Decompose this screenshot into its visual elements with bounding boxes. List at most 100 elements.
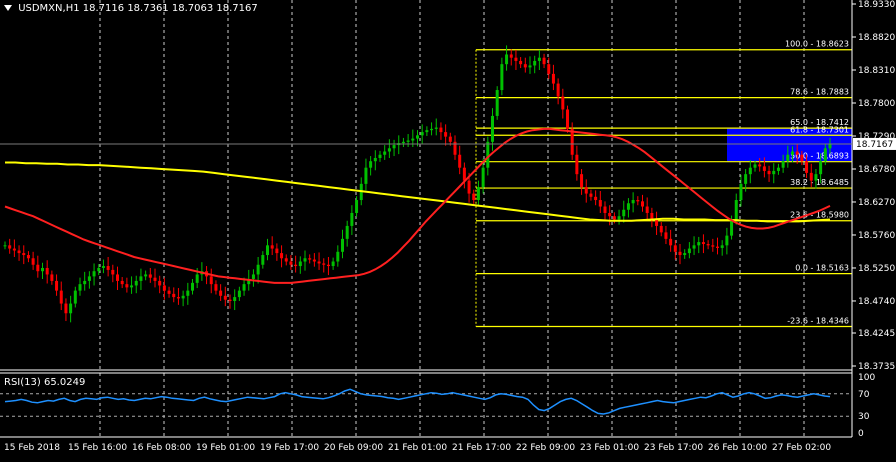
candle-body [214,284,218,291]
candle-body [219,290,223,296]
candle-body [758,164,762,167]
candle-body [462,167,466,181]
candle-body [659,225,663,233]
candle-body [209,276,213,285]
candle-body [458,154,462,168]
candle-body [261,255,265,265]
candle-body [617,216,621,220]
chart-header: USDMXN,H1 18.7116 18.7361 18.7063 18.716… [4,3,258,14]
candle-body [45,267,49,275]
x-tick-label: 15 Feb 16:00 [68,443,127,453]
candle-body [144,274,148,277]
candle-body [814,174,818,181]
candle-body [631,200,635,204]
candle-body [828,144,832,149]
price-marker-box [853,137,896,150]
y-tick-label: 18.3735 [858,362,895,372]
candle-body [645,206,649,213]
candle-body [289,261,293,265]
candle-body [481,167,485,188]
candle-body [584,187,588,194]
candle-body [669,238,673,246]
candle-body [341,238,344,252]
candle-body [547,64,551,74]
x-tick-label: 21 Feb 17:00 [452,443,511,453]
candle-body [434,127,438,129]
candle-body [706,244,710,246]
candle-body [687,248,691,254]
candle-body [491,115,494,142]
ma-fast-line [4,127,831,284]
candle-body [364,167,368,184]
candle-body [589,193,593,197]
x-tick-label: 23 Feb 01:00 [580,443,639,453]
x-tick-label: 21 Feb 01:00 [388,443,447,453]
candle-body [453,141,457,155]
candle-body [284,258,288,262]
y-tick-label: 18.4245 [858,329,895,339]
candle-body [430,128,434,131]
candle-body [101,266,105,268]
candle-body [753,164,757,168]
candle-body [87,276,91,281]
candle-body [298,261,302,267]
candle-body [111,269,115,275]
candle-body [603,206,607,213]
candle-body [275,248,279,254]
candle-body [355,200,359,213]
rsi-label: RSI(13) 65.0249 [4,377,86,388]
chevron-down-icon[interactable] [4,5,12,11]
candle-body [223,295,227,300]
candle-body [153,277,157,281]
candle-body [734,200,738,220]
candle-body [59,290,63,304]
candle-body [636,200,640,202]
candle-body [650,212,654,220]
candle-body [622,209,626,217]
x-tick-label: 16 Feb 08:00 [132,443,191,453]
candle-body [392,145,396,149]
y-tick-label: 18.5760 [858,231,895,241]
y-tick-label: 18.6780 [858,165,895,175]
candle-body [673,245,677,252]
candle-body [130,285,134,288]
candle-body [439,127,443,133]
candle-body [181,295,185,299]
candle-body [748,167,752,175]
candle-body [594,196,598,201]
candle-body [378,154,382,158]
candle-body [303,258,307,262]
candle-body [92,271,96,277]
candle-body [823,148,827,162]
candle-body [795,151,799,155]
candle-body [711,245,715,247]
low-value: 18.7063 [171,3,214,14]
y-tick-label: 18.8310 [858,66,895,76]
candle-body [64,303,68,314]
rsi-level-label: 70 [858,390,870,400]
candle-body [776,167,780,171]
candle-body [505,54,509,65]
fib-level-label: 61.8 - 18.7301 [790,125,849,134]
candle-body [467,180,471,194]
candle-body [186,290,190,296]
candle-body [819,161,823,175]
candle-body [270,245,274,249]
candle-body [162,285,166,291]
candle-body [191,282,194,291]
candle-body [69,303,73,314]
fib-level-label: 0.0 - 18.5163 [795,264,849,273]
candle-body [233,297,237,301]
x-tick-label: 26 Feb 10:00 [708,443,767,453]
candle-body [519,60,523,65]
candle-body [570,128,574,155]
candle-body [172,293,176,298]
candle-body [83,280,87,285]
price-marker-label: 18.7167 [856,140,893,150]
candle-body [420,132,424,136]
candle-body [411,138,415,141]
candle-body [97,267,101,272]
candle-body [542,57,546,65]
